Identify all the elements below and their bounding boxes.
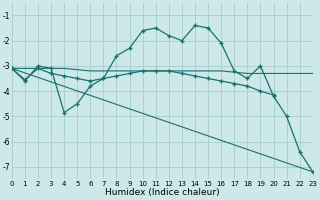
X-axis label: Humidex (Indice chaleur): Humidex (Indice chaleur): [105, 188, 220, 197]
